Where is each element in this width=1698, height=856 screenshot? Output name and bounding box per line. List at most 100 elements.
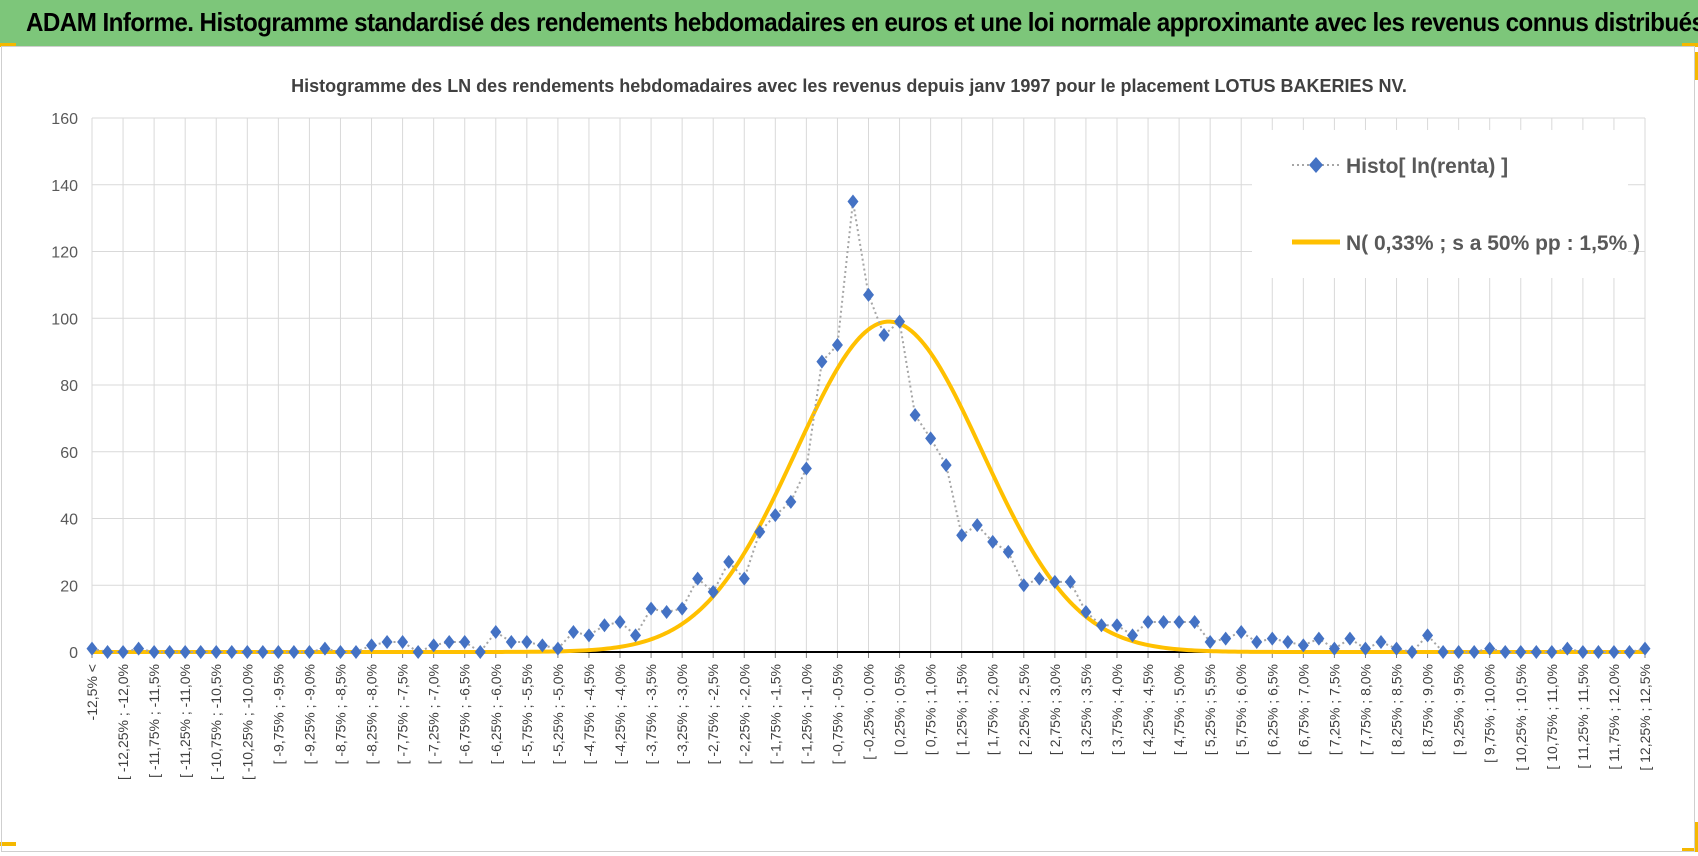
histogram-point — [1251, 634, 1263, 649]
histogram-point — [863, 287, 874, 302]
histogram-point — [241, 645, 253, 659]
histogram-point — [474, 645, 486, 659]
x-tick-label: [ -5,75% ; -5,5% — [519, 664, 535, 764]
x-tick-label: [ 7,75% ; 8,0% — [1357, 664, 1373, 755]
histogram-point — [117, 645, 129, 659]
histogram-point — [1111, 618, 1123, 633]
histogram-point — [878, 327, 890, 342]
histogram-point — [1018, 578, 1030, 593]
x-tick-label: [ -10,75% ; -10,5% — [208, 664, 224, 780]
histogram-point — [956, 528, 968, 543]
legend-background — [1252, 130, 1628, 278]
histogram-point — [102, 645, 114, 659]
x-tick-label: [ -0,25% ; 0,0% — [861, 664, 877, 760]
histogram-point — [1577, 645, 1589, 659]
x-tick-label: [ -1,25% ; -1,0% — [798, 664, 814, 764]
x-tick-label: [ -8,25% ; -8,0% — [364, 664, 380, 764]
x-tick-label: [ -7,75% ; -7,5% — [395, 664, 411, 764]
x-tick-label: [ 0,25% ; 0,5% — [892, 664, 908, 755]
corner-accent-right-bottom — [1694, 822, 1698, 850]
x-tick-label: [ 4,25% ; 4,5% — [1140, 664, 1156, 755]
corner-accent-top-left — [0, 43, 16, 47]
x-tick-label: [ 4,75% ; 5,0% — [1171, 664, 1187, 755]
histogram-point — [614, 614, 626, 629]
x-tick-label: [ 0,75% ; 1,0% — [923, 664, 939, 755]
x-tick-label: [ -4,25% ; -4,0% — [612, 664, 628, 764]
x-tick-label: [ -2,25% ; -2,0% — [736, 664, 752, 764]
histogram-point — [1344, 631, 1356, 646]
histogram-point — [536, 638, 548, 653]
corner-accent-bottom-left — [0, 842, 16, 846]
x-tick-label: [ 9,25% ; 9,5% — [1451, 664, 1467, 755]
histogram-point — [909, 408, 921, 423]
histogram-point — [925, 431, 937, 446]
chart-frame — [1, 46, 1695, 852]
histogram-point — [303, 645, 315, 659]
header-bar: ADAM Informe. Histogramme standardisé de… — [0, 0, 1698, 46]
x-tick-label: [ 5,75% ; 6,0% — [1233, 664, 1249, 755]
y-tick-label: 0 — [69, 645, 78, 662]
histogram-point — [754, 524, 766, 539]
histogram-point — [567, 624, 579, 639]
histogram-point — [288, 645, 300, 659]
y-tick-label: 100 — [51, 311, 78, 328]
histogram-point — [195, 645, 207, 659]
histogram-point — [630, 628, 642, 643]
x-tick-label: [ 1,75% ; 2,0% — [985, 664, 1001, 755]
x-tick-label: [ -12,25% ; -12,0% — [115, 664, 131, 780]
y-tick-label: 120 — [51, 245, 78, 262]
histogram-point — [816, 354, 828, 369]
x-tick-label: [ 6,25% ; 6,5% — [1264, 664, 1280, 755]
histogram-point — [1453, 645, 1465, 659]
histogram-point — [552, 641, 564, 656]
histogram-point — [1608, 645, 1620, 659]
corner-accent-top-right — [1682, 43, 1698, 47]
x-tick-label: [ -10,25% ; -10,0% — [239, 664, 255, 780]
x-tick-label: [ 7,25% ; 7,5% — [1326, 664, 1342, 755]
page-title: ADAM Informe. Histogramme standardisé de… — [26, 7, 1698, 37]
legend-histo-label: Histo[ ln(renta) ] — [1346, 155, 1508, 178]
histogram-point — [179, 645, 191, 659]
x-tick-label: [ 6,75% ; 7,0% — [1295, 664, 1311, 755]
histogram-point — [210, 645, 222, 659]
histogram-point — [1033, 571, 1045, 586]
histogram-point — [1530, 645, 1542, 659]
histogram-point — [334, 645, 346, 659]
histogram-point — [226, 645, 238, 659]
x-tick-label: [ 12,25% ; 12,5% — [1637, 664, 1653, 771]
histogram-point — [785, 494, 797, 509]
histogram-point — [1204, 634, 1216, 649]
histogram-point — [381, 634, 393, 649]
x-tick-label: [ -7,25% ; -7,0% — [426, 664, 442, 764]
histogram-point — [1080, 604, 1092, 619]
histogram-point — [257, 645, 269, 659]
histogram-point — [1049, 574, 1061, 589]
histogram-point — [894, 314, 906, 329]
x-tick-label: [ 8,75% ; 9,0% — [1420, 664, 1436, 755]
histogram-point — [1064, 574, 1076, 589]
histogram-point — [645, 601, 657, 616]
histogram-point — [831, 337, 843, 352]
x-tick-label: -12,5% < — [84, 664, 100, 720]
histogram-point — [661, 604, 673, 619]
x-tick-label: [ 3,25% ; 3,5% — [1078, 664, 1094, 755]
histogram-point — [505, 634, 517, 649]
y-tick-label: 60 — [60, 445, 78, 462]
chart-title: Histogramme des LN des rendements hebdom… — [291, 76, 1407, 96]
x-tick-label: [ 5,25% ; 5,5% — [1202, 664, 1218, 755]
histogram-point — [148, 645, 160, 659]
x-tick-label: [ -3,25% ; -3,0% — [674, 664, 690, 764]
histogram-point — [428, 638, 440, 653]
histogram-point — [1437, 645, 1449, 659]
histogram-point — [412, 645, 424, 659]
x-tick-label: [ 8,25% ; 8,5% — [1389, 664, 1405, 755]
histogram-point — [971, 518, 983, 533]
histogram-point — [490, 624, 502, 639]
x-tick-label: [ -6,75% ; -6,5% — [457, 664, 473, 764]
histogram-point — [397, 634, 409, 649]
x-tick-label: [ -4,75% ; -4,5% — [581, 664, 597, 764]
x-tick-label: [ 2,75% ; 3,0% — [1047, 664, 1063, 755]
x-tick-label: [ -9,25% ; -9,0% — [301, 664, 317, 764]
histogram-point — [1297, 638, 1309, 653]
